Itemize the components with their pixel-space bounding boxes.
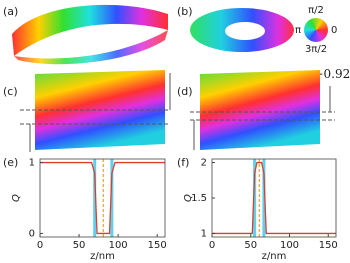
y-tick-label: 1.5 xyxy=(191,193,207,204)
x-tick-label: 150 xyxy=(319,240,338,251)
panel-label: (a) xyxy=(3,5,18,18)
panel-a xyxy=(12,4,168,65)
axes-frame xyxy=(39,158,166,238)
y-tick-label: 0 xyxy=(29,228,35,239)
panel-label: (d) xyxy=(177,85,193,98)
mobius-surface xyxy=(12,4,168,56)
color-wheel xyxy=(304,18,328,42)
x-axis-label: z/nm xyxy=(90,251,115,262)
wheel-right: 0 xyxy=(331,25,337,36)
ring-hole xyxy=(225,22,265,40)
x-axis-label: z/nm xyxy=(262,251,287,262)
x-tick-label: 150 xyxy=(148,240,167,251)
y-axis-label: Q xyxy=(11,194,22,202)
panel-label: (b) xyxy=(177,5,193,18)
x-tick-label: 50 xyxy=(244,240,257,251)
panel-label: (e) xyxy=(3,156,18,169)
q-line xyxy=(40,161,165,235)
axes-frame xyxy=(211,158,337,238)
x-tick-label: 100 xyxy=(280,240,299,251)
panel-label: (f) xyxy=(177,156,189,169)
panel-label: (c) xyxy=(3,85,18,98)
wheel-left: π xyxy=(295,25,301,36)
y-tick-label: 1 xyxy=(29,158,35,169)
mobius-surface xyxy=(14,30,168,65)
y-axis-label: Q xyxy=(183,194,194,202)
x-tick-label: 100 xyxy=(109,240,128,251)
x-tick-label: 0 xyxy=(37,240,43,251)
panel-b: π/2 π 0 3π/2 mz= −0.92 xyxy=(190,5,350,81)
wheel-bottom: 3π/2 xyxy=(305,44,327,55)
y-tick-label: 1 xyxy=(201,228,207,239)
q-line xyxy=(212,161,336,235)
y-tick-label: 2 xyxy=(201,158,207,169)
wheel-top: π/2 xyxy=(308,5,324,16)
panel-d xyxy=(190,70,335,150)
color-wheel-box xyxy=(304,18,328,42)
x-tick-label: 0 xyxy=(209,240,215,251)
panel-c xyxy=(20,70,171,152)
x-tick-label: 50 xyxy=(73,240,86,251)
surface xyxy=(200,70,320,150)
